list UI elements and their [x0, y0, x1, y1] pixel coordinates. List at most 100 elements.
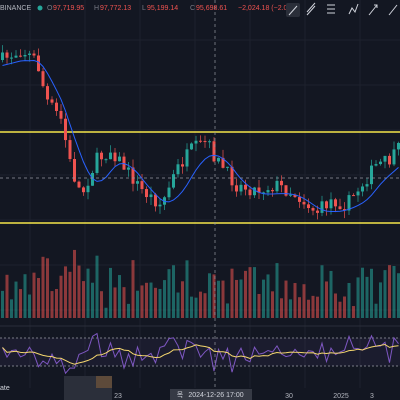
candle-body	[172, 174, 175, 188]
volume-bar	[185, 260, 189, 318]
candle-body	[334, 199, 337, 207]
candle-body	[145, 189, 148, 198]
candle-body	[176, 164, 180, 175]
volume-bar	[208, 273, 211, 318]
volume-bar	[149, 282, 153, 318]
tool-projection[interactable]	[368, 4, 378, 16]
volume-bar	[203, 293, 207, 318]
volume-bar	[293, 283, 297, 318]
volume-bar	[95, 255, 99, 318]
volume-bar	[302, 284, 306, 318]
volume-bar	[361, 267, 364, 318]
candle-body	[118, 156, 121, 162]
volume-bar	[37, 278, 40, 318]
volume-bar	[370, 268, 373, 318]
volume-pane	[1, 249, 400, 318]
volume-bar	[374, 303, 378, 318]
volume-bar	[244, 270, 247, 318]
high-value: 97,772.13	[100, 5, 131, 12]
volume-bar	[307, 299, 310, 318]
candle-body	[5, 52, 9, 58]
volume-bar	[379, 282, 382, 318]
volume-bar	[334, 293, 337, 318]
volume-bar	[284, 280, 288, 318]
candle-body	[370, 165, 373, 185]
candle-body	[235, 185, 238, 192]
candle-body	[221, 157, 225, 168]
candle-body	[14, 55, 18, 58]
candle-body	[77, 181, 81, 188]
candle-body	[379, 161, 382, 165]
candle-body	[154, 194, 157, 207]
candle-body	[100, 152, 103, 160]
candle-body	[338, 206, 342, 210]
candle-body	[293, 194, 297, 198]
footer-text: ate	[0, 385, 10, 392]
volume-bar	[275, 263, 279, 318]
volume-bar	[181, 281, 184, 318]
volume-bar	[172, 265, 175, 318]
volume-bar	[68, 271, 72, 318]
candle-body	[329, 199, 333, 209]
volume-bar	[239, 279, 243, 318]
candle-body	[316, 210, 319, 213]
candle-body	[127, 167, 130, 170]
volume-bar	[50, 291, 54, 318]
rsi-ma-line	[2, 343, 399, 365]
candle-body	[356, 191, 360, 196]
volume-bar	[145, 282, 148, 318]
volume-bar	[32, 272, 36, 318]
candle-body	[365, 184, 369, 187]
volume-bar	[46, 258, 49, 318]
volume-bar	[91, 282, 94, 318]
volume-bar	[1, 290, 4, 318]
volume-bar	[14, 281, 18, 318]
volume-bar	[5, 274, 9, 318]
tool-channel[interactable]	[306, 2, 316, 16]
candle-body	[226, 166, 229, 168]
volume-bar	[19, 289, 22, 318]
candle-body	[217, 157, 220, 162]
volume-bar	[388, 265, 391, 318]
candle-body	[149, 194, 153, 198]
volume-bar	[59, 275, 63, 318]
volume-bar	[100, 291, 103, 318]
tool-pattern[interactable]	[348, 3, 359, 15]
volume-bar	[230, 268, 234, 318]
time-label: 2025	[333, 393, 349, 400]
candle-body	[46, 86, 49, 100]
candle-body	[136, 181, 139, 184]
candle-body	[347, 195, 351, 211]
close-label: C	[190, 5, 195, 12]
candle-body	[190, 143, 193, 150]
candle-body	[185, 149, 189, 167]
change-value: −2,024.18 (−2.07%)	[238, 5, 300, 12]
tool-more[interactable]	[388, 4, 398, 16]
candle-body	[392, 149, 396, 165]
volume-bar	[262, 279, 265, 318]
volume-bar	[235, 279, 238, 318]
volume-bar	[77, 265, 81, 318]
crosshair-time-box	[170, 389, 252, 400]
volume-bar	[73, 249, 76, 318]
volume-bar	[356, 277, 360, 318]
candle-body	[131, 167, 135, 184]
candle-body	[383, 155, 387, 162]
tool-trendline[interactable]	[288, 5, 298, 16]
status-dot	[37, 5, 43, 11]
candle-body	[374, 164, 378, 166]
volume-bar	[86, 268, 90, 318]
time-label: 23	[114, 393, 122, 400]
tool-fib[interactable]	[327, 4, 335, 14]
candle-body	[248, 189, 252, 196]
moving-average	[2, 59, 399, 212]
candle-body	[50, 99, 54, 103]
volume-bar	[347, 282, 351, 318]
low-label: L	[142, 5, 146, 12]
candle-body	[32, 53, 36, 56]
candle-body	[68, 140, 72, 160]
volume-bar	[316, 296, 319, 318]
volume-bar	[167, 269, 171, 318]
volume-bar	[325, 281, 328, 318]
candle-body	[181, 164, 184, 167]
